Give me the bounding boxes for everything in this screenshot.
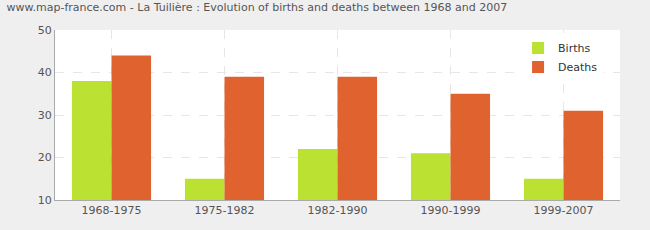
- svg-text:Births: Births: [558, 42, 590, 55]
- svg-text:10: 10: [38, 194, 52, 207]
- svg-text:1968-1975: 1968-1975: [82, 204, 142, 217]
- svg-text:1990-1999: 1990-1999: [421, 204, 481, 217]
- svg-text:1999-2007: 1999-2007: [534, 204, 594, 217]
- svg-text:www.map-france.com - La Tuiliè: www.map-france.com - La Tuilière : Evolu…: [7, 1, 508, 14]
- svg-text:40: 40: [38, 66, 52, 79]
- svg-text:50: 50: [38, 24, 52, 37]
- svg-text:1975-1982: 1975-1982: [195, 204, 255, 217]
- svg-text:30: 30: [38, 109, 52, 122]
- svg-text:Deaths: Deaths: [558, 61, 597, 74]
- svg-text:20: 20: [38, 151, 52, 164]
- svg-text:1982-1990: 1982-1990: [308, 204, 368, 217]
